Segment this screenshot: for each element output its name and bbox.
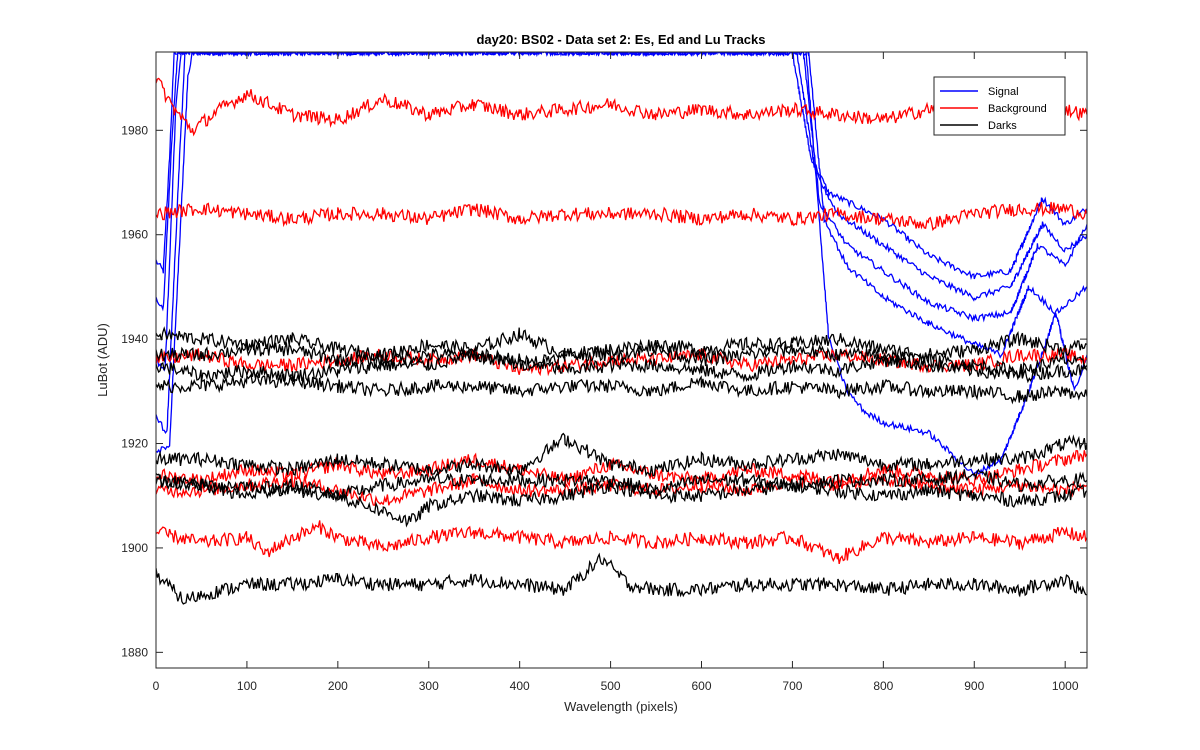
x-tick-label: 300 xyxy=(419,679,439,693)
series-line-darks-14 xyxy=(156,372,1087,405)
series-line-darks-11 xyxy=(156,326,1087,363)
y-tick-label: 1940 xyxy=(121,332,148,346)
legend-label-darks: Darks xyxy=(988,120,1017,132)
x-tick-label: 500 xyxy=(601,679,621,693)
axes-box xyxy=(155,51,1088,669)
series-line-darks-12 xyxy=(156,341,1087,378)
series-line-darks-15 xyxy=(156,432,1087,478)
series-line-darks-16 xyxy=(156,468,1087,501)
series-line-signal-0 xyxy=(156,52,1087,281)
x-tick-label: 800 xyxy=(873,679,893,693)
x-tick-label: 200 xyxy=(328,679,348,693)
x-tick-label: 600 xyxy=(691,679,711,693)
x-tick-label: 700 xyxy=(782,679,802,693)
series-line-background-5 xyxy=(156,77,1087,137)
series-line-background-10 xyxy=(156,520,1087,565)
legend: Signal Background Darks xyxy=(933,76,1066,136)
x-axis-label: Wavelength (pixels) xyxy=(564,699,678,714)
legend-label-signal: Signal xyxy=(988,86,1019,98)
y-tick-label: 1880 xyxy=(121,645,148,659)
series-line-darks-17 xyxy=(156,472,1087,528)
ticks-layer: 0 100 200 300 400 500 600 700 800 900 1000 1880 1900… xyxy=(121,52,1087,693)
series-line-signal-3 xyxy=(156,52,1087,435)
chart-title: day20: BS02 - Data set 2: Es, Ed and Lu … xyxy=(476,32,765,47)
y-tick-label: 1900 xyxy=(121,541,148,555)
y-tick-label: 1980 xyxy=(121,123,148,137)
x-tick-label: 1000 xyxy=(1052,679,1079,693)
x-tick-label: 0 xyxy=(153,679,160,693)
series-layer xyxy=(156,52,1087,605)
y-axis-label: LuBot (ADU) xyxy=(95,323,110,397)
legend-label-background: Background xyxy=(988,103,1047,115)
x-tick-label: 100 xyxy=(237,679,257,693)
series-line-darks-18 xyxy=(156,552,1087,605)
series-line-darks-13 xyxy=(156,347,1087,384)
series-line-signal-2 xyxy=(156,52,1087,372)
series-line-signal-1 xyxy=(156,52,1087,312)
x-tick-label: 400 xyxy=(510,679,530,693)
series-line-background-6 xyxy=(156,201,1087,232)
y-tick-label: 1920 xyxy=(121,437,148,451)
y-tick-label: 1960 xyxy=(121,228,148,242)
x-tick-label: 900 xyxy=(964,679,984,693)
